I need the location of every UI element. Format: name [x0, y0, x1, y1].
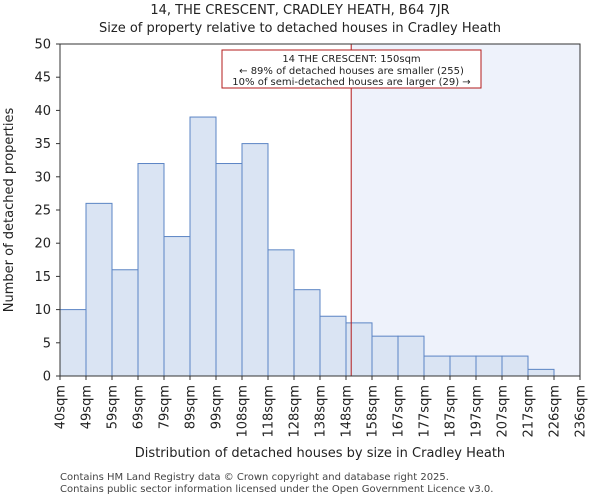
x-tick-label: 69sqm [132, 385, 147, 429]
histogram-bar [163, 236, 191, 377]
x-tick-label: 99sqm [210, 385, 225, 429]
histogram-bar [215, 163, 243, 377]
histogram-bar [241, 143, 269, 377]
histogram-bar [423, 355, 451, 377]
y-axis-label: Number of detached properties [2, 108, 17, 313]
x-tick-label: 79sqm [158, 385, 173, 429]
histogram-bar [527, 368, 555, 377]
x-tick-label: 226sqm [548, 385, 563, 438]
histogram-bar [475, 355, 503, 377]
y-tick-label: 5 [43, 336, 51, 351]
histogram-bar [189, 116, 217, 377]
y-tick-label: 45 [34, 71, 51, 86]
x-tick-label: 148sqm [340, 385, 355, 438]
x-tick-label: 177sqm [418, 385, 433, 438]
histogram-bar [293, 289, 321, 377]
histogram-bar [319, 315, 347, 377]
histogram-bar [267, 249, 295, 377]
annotation-box [221, 49, 482, 89]
x-tick-label: 89sqm [184, 385, 199, 429]
x-tick-label: 217sqm [522, 385, 537, 438]
x-tick-label: 138sqm [314, 385, 329, 438]
y-tick-label: 10 [34, 303, 51, 318]
footer-copyright: Contains HM Land Registry data © Crown c… [60, 472, 449, 483]
x-tick-label: 197sqm [470, 385, 485, 438]
histogram-bar [59, 309, 87, 377]
histogram-bar [449, 355, 477, 377]
x-tick-label: 128sqm [288, 385, 303, 438]
chart-title: 14, THE CRESCENT, CRADLEY HEATH, B64 7JR [150, 3, 450, 18]
chart-subtitle: Size of property relative to detached ho… [99, 21, 501, 36]
y-tick-label: 25 [34, 204, 51, 219]
x-tick-label: 59sqm [106, 385, 121, 429]
annotation-line-3: 10% of semi-detached houses are larger (… [232, 77, 470, 88]
x-tick-label: 236sqm [574, 385, 589, 438]
x-tick-label: 40sqm [54, 385, 69, 429]
x-tick-label: 118sqm [262, 385, 277, 438]
histogram-bar [501, 355, 529, 377]
y-tick-label: 40 [34, 104, 51, 119]
y-tick-label: 15 [34, 270, 51, 285]
y-tick-label: 30 [34, 170, 51, 185]
histogram-bar [111, 269, 139, 377]
annotation-line-2: ← 89% of detached houses are smaller (25… [239, 66, 464, 77]
y-tick-label: 35 [34, 137, 51, 152]
x-tick-label: 207sqm [496, 385, 511, 438]
annotation-line-1: 14 THE CRESCENT: 150sqm [282, 54, 420, 65]
y-tick-label: 0 [43, 370, 51, 385]
x-tick-label: 108sqm [236, 385, 251, 438]
histogram-bar [137, 163, 165, 377]
histogram-bar [397, 335, 425, 377]
x-tick-label: 49sqm [80, 385, 95, 429]
histogram-bar [85, 202, 113, 377]
x-axis-label: Distribution of detached houses by size … [135, 446, 505, 461]
x-tick-label: 167sqm [392, 385, 407, 438]
histogram-bar [345, 322, 373, 377]
y-tick-label: 50 [34, 38, 51, 53]
histogram-bar [371, 335, 399, 377]
x-tick-label: 158sqm [366, 385, 381, 438]
larger-region-highlight [351, 44, 580, 376]
x-tick-label: 187sqm [444, 385, 459, 438]
y-tick-label: 20 [34, 237, 51, 252]
footer-licence: Contains public sector information licen… [60, 484, 494, 495]
